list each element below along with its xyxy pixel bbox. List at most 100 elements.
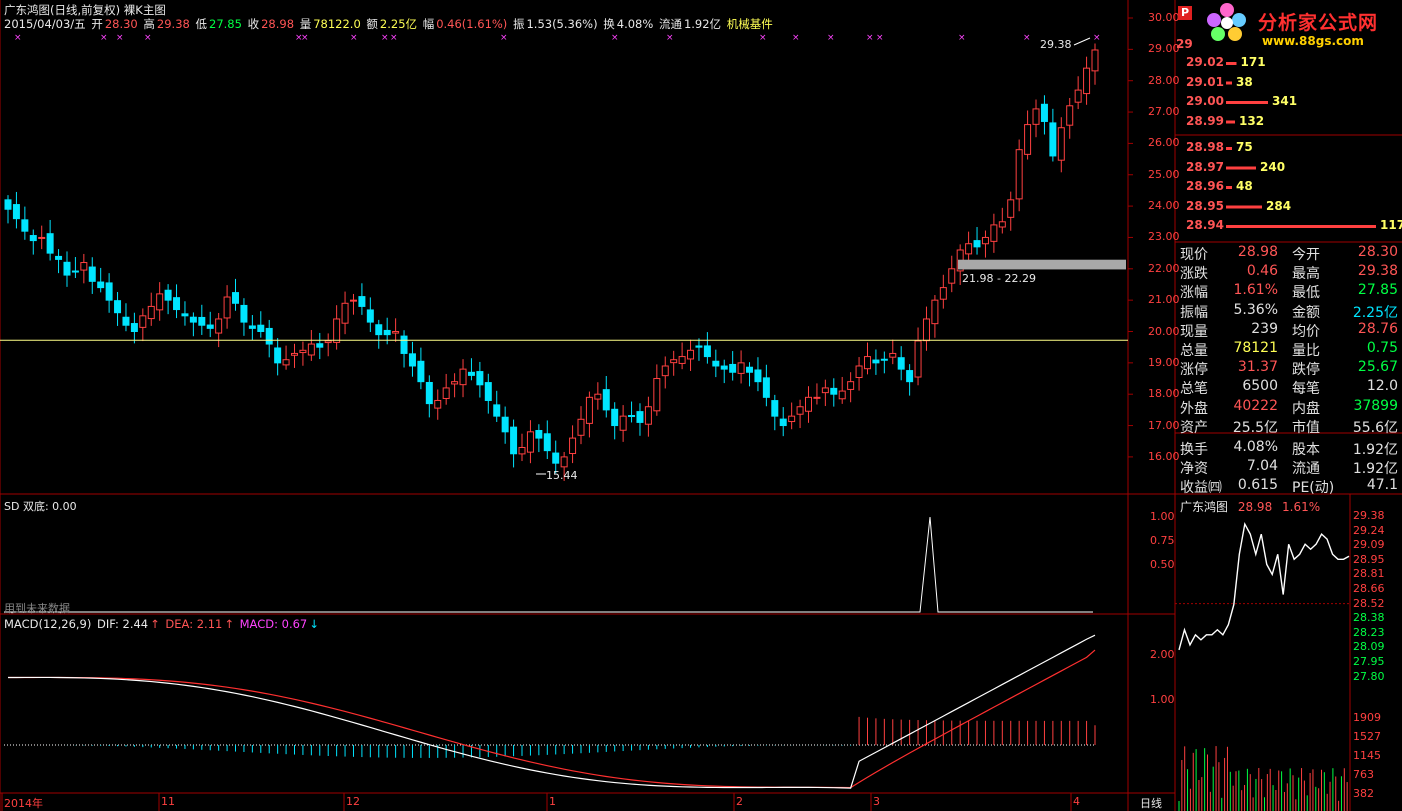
intraday-price-tick: 28.38 — [1353, 611, 1385, 625]
orderbook-price: 28.96 — [1186, 179, 1224, 193]
candle-body — [130, 323, 138, 333]
price-axis-tick: 25.00 — [1148, 167, 1180, 181]
candle-body — [653, 378, 661, 412]
candle-body — [577, 418, 585, 436]
top-x-marker: × — [866, 33, 874, 43]
dea-label: DEA: 2.11 — [165, 617, 223, 631]
brand-url[interactable]: www.88gs.com — [1262, 34, 1364, 48]
dea-line — [7, 649, 1096, 789]
top-x-marker: × — [666, 33, 674, 43]
quote-value: 40222 — [1233, 397, 1278, 414]
price-axis-tick: 21.00 — [1148, 293, 1180, 307]
sd-line — [4, 516, 1093, 613]
open-value: 28.30 — [104, 17, 138, 31]
quote-row: 总笔 6500 每笔 12.0 — [1180, 378, 1398, 397]
candle-body — [939, 287, 947, 300]
price-axis-tick: 27.00 — [1148, 105, 1180, 119]
candle-body — [1049, 122, 1057, 157]
intraday-volume-tick: 1909 — [1353, 711, 1381, 724]
orderbook-volume: 240 — [1260, 159, 1286, 174]
quote-label: 总笔 — [1180, 381, 1208, 398]
amplitude-value: 1.53(5.36%) — [526, 17, 598, 31]
quote-value-2: 2.25亿 — [1352, 304, 1398, 321]
candle-body — [872, 359, 880, 364]
candle-body — [417, 360, 425, 383]
candle-body — [788, 415, 796, 423]
orderbook-bar — [1226, 62, 1237, 65]
candle-body — [585, 396, 593, 424]
quote-row: 资产 25.5亿 市值 55.6亿 — [1180, 417, 1398, 436]
orderbook-price: 28.98 — [1186, 140, 1224, 154]
top-x-marker: × — [876, 33, 884, 43]
candle-body — [215, 318, 223, 334]
sd-panel-label: SD 双底: 0.00 — [4, 500, 77, 513]
candle-body — [198, 316, 206, 326]
candle-body — [97, 281, 105, 289]
change-value: 0.46(1.61%) — [436, 17, 508, 31]
candle-body — [821, 387, 829, 394]
candle-body — [290, 352, 298, 356]
high-marker: 29.38 — [1040, 38, 1072, 51]
candle-body — [105, 282, 113, 301]
candle-body — [307, 343, 315, 356]
candle-body — [526, 431, 534, 453]
candle-body — [644, 406, 652, 425]
candle-body — [434, 399, 442, 409]
quote-label: 净资 — [1180, 461, 1208, 478]
quote-value: 25.5亿 — [1232, 419, 1278, 436]
candle-body — [173, 297, 181, 311]
candle-body — [1066, 105, 1074, 126]
candle-body — [12, 204, 20, 220]
quote-value-2: 28.30 — [1357, 244, 1398, 260]
quote-value-2: 37899 — [1353, 397, 1398, 414]
price-axis-tick: 19.00 — [1148, 355, 1180, 369]
orderbook-price: 28.94 — [1186, 218, 1224, 232]
candle-body — [560, 456, 568, 468]
candle-body — [746, 366, 754, 373]
orderbook-volume: 75 — [1236, 140, 1253, 154]
period-tab[interactable]: 日线 — [1140, 797, 1162, 810]
sd-axis-tick: 1.00 — [1150, 510, 1175, 523]
orderbook-bar — [1226, 225, 1376, 228]
p-icon[interactable]: P — [1178, 6, 1192, 20]
candle-body — [232, 292, 240, 304]
intraday-volume-tick: 1145 — [1353, 749, 1381, 762]
sector-value: 机械基件 — [726, 17, 773, 31]
top-x-marker: × — [958, 33, 966, 43]
candle-body — [771, 400, 779, 417]
quote-label: 收益㈣ — [1180, 480, 1222, 497]
orderbook-volume: 284 — [1266, 198, 1292, 213]
intraday-price-tick: 28.66 — [1353, 582, 1385, 595]
macd-title: MACD(12,26,9) — [4, 617, 92, 631]
quote-label-2: 市值 — [1292, 419, 1320, 436]
orderbook-bar — [1226, 166, 1256, 170]
orderbook-price: 28.97 — [1186, 159, 1224, 174]
candle-body — [796, 406, 804, 415]
quote-value: 28.98 — [1237, 244, 1278, 260]
intraday-volume-tick: 382 — [1353, 787, 1374, 800]
top-x-marker: × — [759, 33, 767, 43]
top-x-marker: × — [144, 33, 152, 43]
macd-axis-tick: 2.00 — [1150, 648, 1175, 661]
candle-body — [467, 371, 475, 376]
sd-axis-tick: 0.75 — [1150, 533, 1175, 547]
quote-label: 振幅 — [1180, 304, 1208, 321]
quote-value: 4.08% — [1233, 439, 1278, 455]
price-axis-tick: 30.00 — [1148, 11, 1180, 24]
orderbook-volume: 38 — [1236, 74, 1253, 89]
top-x-marker: × — [827, 33, 835, 43]
candle-body — [931, 299, 939, 325]
orderbook-volume: 341 — [1272, 94, 1298, 108]
orderbook-bar — [1226, 205, 1262, 209]
dif-line — [7, 634, 1096, 789]
high-marker-arrow — [1073, 37, 1091, 46]
candle-body — [189, 316, 197, 323]
float-value: 1.92亿 — [683, 17, 722, 31]
top-x-marker: × — [350, 33, 358, 43]
top-x-marker: × — [390, 33, 398, 43]
orderbook-bar — [1226, 81, 1232, 85]
quote-label: 资产 — [1180, 419, 1208, 436]
price-zone-bar — [958, 259, 1126, 270]
candle-body — [484, 382, 492, 401]
quote-value-2: 25.67 — [1357, 359, 1398, 376]
